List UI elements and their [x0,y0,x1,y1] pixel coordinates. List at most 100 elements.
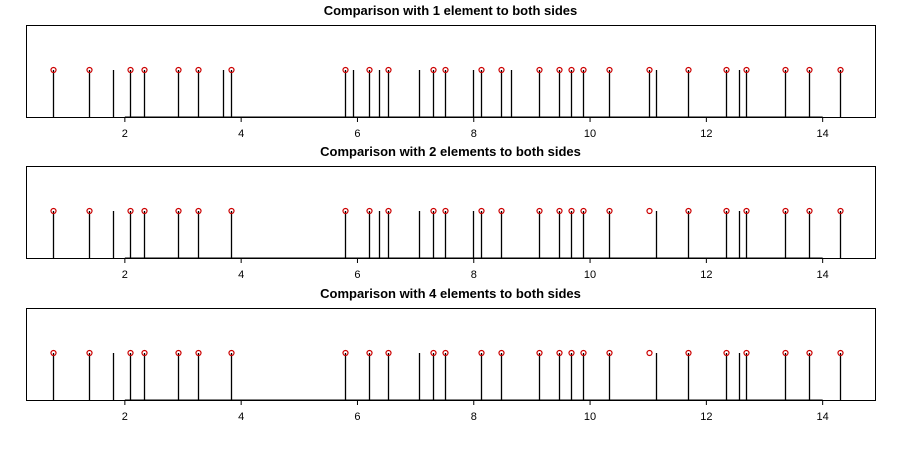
comparison-marker [536,207,543,215]
comparison-marker [228,207,235,215]
comparison-marker [195,207,202,215]
panel-title: Comparison with 2 elements to both sides [320,144,581,159]
comparison-marker [50,349,57,357]
comparison-marker [127,207,134,215]
x-tick-label: 14 [817,269,829,281]
comparison-marker [175,66,182,74]
comparison-marker [86,349,93,357]
comparison-marker [837,207,844,215]
comparison-marker [498,66,505,74]
comparison-marker [175,349,182,357]
x-tick-label: 2 [122,411,128,423]
comparison-marker [685,66,692,74]
comparison-marker [366,66,373,74]
comparison-marker [646,207,653,215]
comparison-marker [580,66,587,74]
comparison-marker [342,349,349,357]
x-tick-label: 2 [122,128,128,140]
chart-panel-1: Comparison with 1 element to both sides 2… [26,3,876,140]
comparison-marker [723,349,730,357]
x-tick-label: 14 [817,128,829,140]
chart-panel-2: Comparison with 2 elements to both sides… [26,144,876,281]
x-tick-label: 12 [700,269,712,281]
comparison-marker [430,207,437,215]
comparison-marker [606,207,613,215]
comparison-marker [743,349,750,357]
comparison-marker [385,207,392,215]
comparison-marker [556,349,563,357]
x-tick-label: 4 [238,128,244,140]
x-tick-label: 6 [354,411,360,423]
comparison-marker [228,349,235,357]
comparison-marker [685,207,692,215]
x-tick-label: 8 [471,128,477,140]
comparison-marker [50,207,57,215]
comparison-marker [175,207,182,215]
comparison-marker [723,66,730,74]
comparison-marker [806,349,813,357]
comparison-marker [837,66,844,74]
comparison-marker [478,349,485,357]
chart-panel-3: Comparison with 4 elements to both sides… [26,286,876,423]
comparison-marker [568,349,575,357]
x-tick-label: 12 [700,128,712,140]
x-tick-label: 4 [238,411,244,423]
comparison-marker [498,207,505,215]
comparison-marker [806,66,813,74]
comparison-marker [228,66,235,74]
comparison-marker [646,66,653,74]
comparison-marker [195,349,202,357]
comparison-marker [782,349,789,357]
comparison-marker [782,66,789,74]
comparison-marker [646,349,653,357]
comparison-marker [806,207,813,215]
comparison-marker [685,349,692,357]
comparison-marker [385,349,392,357]
x-tick-label: 10 [584,269,596,281]
comparison-marker [366,207,373,215]
panel-title: Comparison with 1 element to both sides [324,3,578,18]
x-tick-label: 8 [471,411,477,423]
comparison-marker [536,66,543,74]
comparison-marker [478,207,485,215]
comparison-marker [86,66,93,74]
comparison-marker [837,349,844,357]
comparison-marker [141,66,148,74]
comparison-marker [478,66,485,74]
comparison-marker [442,349,449,357]
comparison-marker [127,66,134,74]
comparison-marker [342,207,349,215]
comparison-marker [366,349,373,357]
comparison-marker [195,66,202,74]
panel-title: Comparison with 4 elements to both sides [320,286,581,301]
comparison-marker [430,349,437,357]
x-tick-label: 8 [471,269,477,281]
comparison-marker [606,66,613,74]
x-tick-label: 2 [122,269,128,281]
comparison-marker [536,349,543,357]
comparison-marker [141,349,148,357]
comparison-marker [141,207,148,215]
comparison-marker [568,66,575,74]
comparison-marker [430,66,437,74]
comparison-marker [50,66,57,74]
x-tick-label: 6 [354,128,360,140]
comparison-marker [723,207,730,215]
comparison-marker [442,207,449,215]
comparison-marker [442,66,449,74]
comparison-marker [580,349,587,357]
comparison-marker [782,207,789,215]
comparison-marker [127,349,134,357]
x-tick-label: 12 [700,411,712,423]
comparison-marker [556,66,563,74]
x-tick-label: 14 [817,411,829,423]
comparison-marker [580,207,587,215]
comparison-marker [342,66,349,74]
comparison-marker [606,349,613,357]
comparison-marker [86,207,93,215]
comparison-marker [743,66,750,74]
comparison-marker [385,66,392,74]
comparison-marker [498,349,505,357]
comparison-marker [556,207,563,215]
